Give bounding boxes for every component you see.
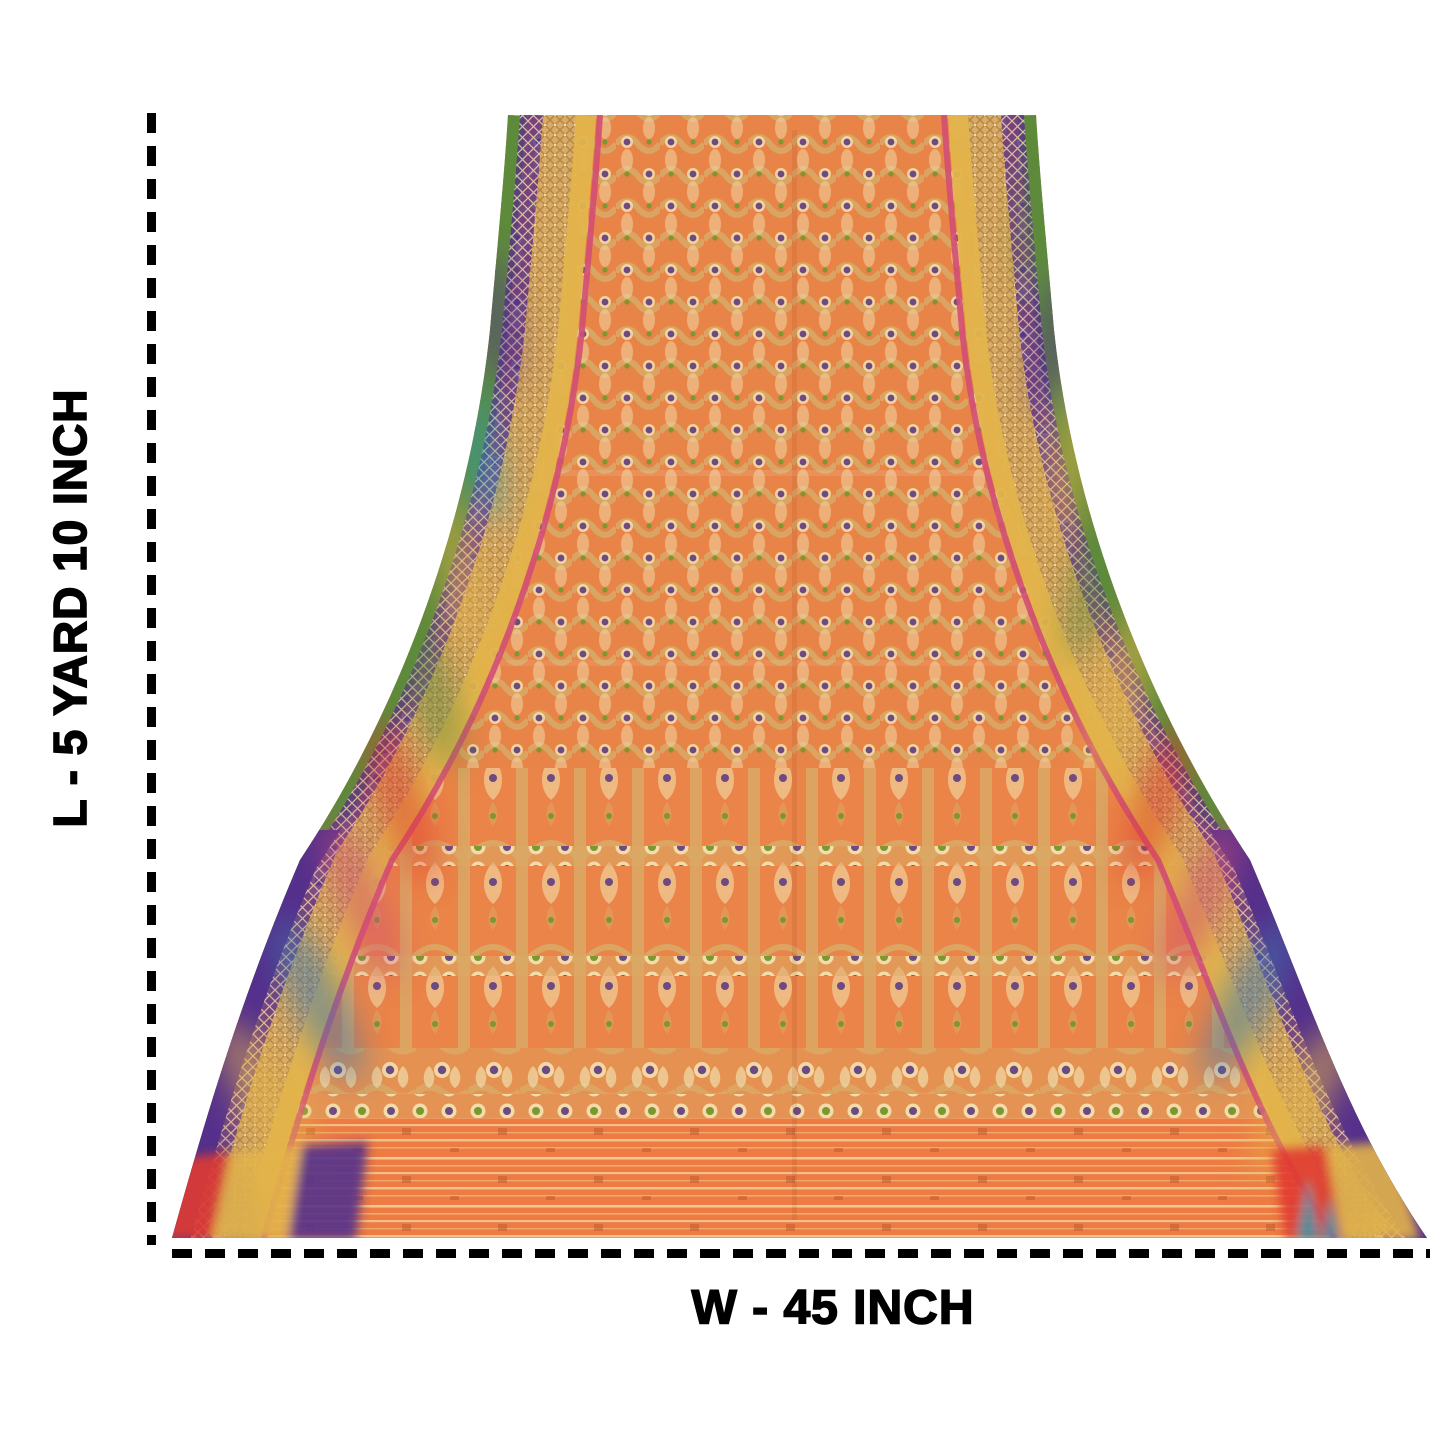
border-tie-dye [172, 150, 1413, 1238]
length-measure-dashed-line [147, 113, 156, 1245]
width-measure-dashed-line [172, 1249, 1430, 1258]
ikat-corner-left [172, 1142, 368, 1238]
width-label: W - 45 INCH [691, 1281, 975, 1336]
length-label: L - 5 YARD 10 INCH [43, 388, 97, 829]
saree-shape [172, 115, 1427, 1238]
